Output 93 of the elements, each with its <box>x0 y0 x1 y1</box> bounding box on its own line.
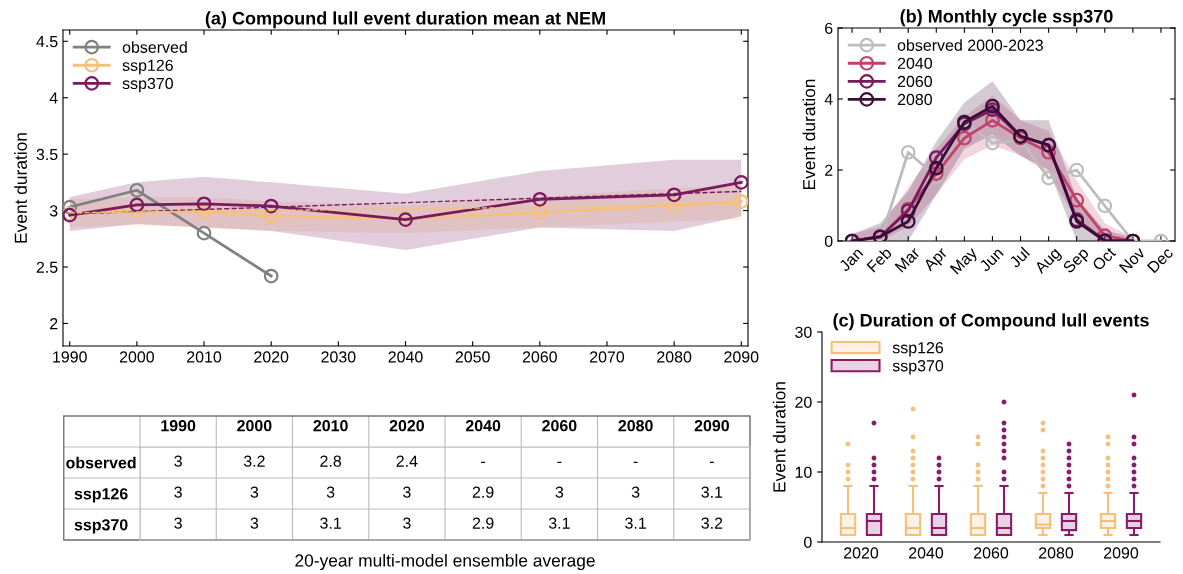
text: 3 <box>403 517 411 529</box>
x-tick-label: 2070 <box>590 351 625 363</box>
y-tick-label: 2.5 <box>36 261 58 273</box>
text: - <box>709 461 714 464</box>
x-tick-label: 2040 <box>465 420 501 432</box>
text: 3 <box>174 455 182 467</box>
y-axis-title: Event duration <box>772 382 786 492</box>
text: 3.1 <box>701 486 723 498</box>
y-tick-label: 3.5 <box>36 148 58 161</box>
x-tick-label: Oct <box>1091 246 1117 272</box>
x-tick-label: Jul <box>1008 246 1031 269</box>
y-tick-label: 20 <box>795 396 812 408</box>
text: 3.2 <box>701 517 723 529</box>
x-tick-label: 2080 <box>657 351 692 363</box>
text: 3 <box>174 486 182 498</box>
y-tick-label: 4.5 <box>36 36 58 48</box>
y-tick-label: 2 <box>50 318 58 330</box>
x-tick-label: 2020 <box>254 351 289 363</box>
x-tick-label: 2020 <box>844 547 879 559</box>
x-tick-label: 2000 <box>237 420 272 432</box>
text: - <box>633 461 638 464</box>
y-tick-label: 6 <box>825 22 833 34</box>
x-tick-label: Mar <box>894 246 921 273</box>
x-tick-label: Jun <box>978 247 1004 273</box>
x-tick-label: 2080 <box>1039 547 1074 559</box>
chart-title: (b) Monthly cycle ssp370 <box>900 9 1113 27</box>
chart-title: (c) Duration of Compound lull events <box>833 313 1149 331</box>
y-axis-title: Event duration <box>14 133 27 243</box>
legend-label: 2060 <box>897 75 932 88</box>
x-tick-label: Jan <box>838 247 864 273</box>
x-tick-label: Nov <box>1118 246 1146 274</box>
x-tick-label: Aug <box>1033 247 1064 277</box>
text: 2.8 <box>320 455 342 467</box>
text: 3.1 <box>548 517 570 529</box>
x-tick-label: Feb <box>866 246 893 273</box>
text: 3 <box>174 517 182 529</box>
text: 2.4 <box>396 455 418 467</box>
y-tick-label: 3 <box>49 205 58 217</box>
y-tick-label: observed <box>66 456 136 469</box>
x-tick-label: 2060 <box>522 351 557 363</box>
x-tick-label: 2040 <box>909 547 944 559</box>
x-tick-label: 2040 <box>388 351 423 363</box>
text: 3 <box>403 486 411 498</box>
x-axis-title: 20-year multi-model ensemble average <box>295 553 595 571</box>
x-tick-label: 2050 <box>455 351 490 363</box>
x-tick-label: 2080 <box>618 420 653 432</box>
x-tick-label: 1990 <box>161 420 196 432</box>
x-tick-label: 2090 <box>724 351 759 363</box>
legend-label: 2040 <box>897 57 932 69</box>
y-tick-label: 10 <box>795 466 812 478</box>
y-tick-label: ssp126 <box>74 488 128 503</box>
text: 3.1 <box>320 517 341 529</box>
y-tick-label: 30 <box>795 326 812 338</box>
x-tick-label: 2010 <box>313 420 348 432</box>
x-tick-label: May <box>949 246 981 277</box>
text: 3.1 <box>625 517 646 529</box>
x-tick-label: Sep <box>1062 246 1092 276</box>
x-tick-label: 2020 <box>389 420 424 432</box>
chart-title: (a) Compound lull event duration mean at NEM <box>205 11 605 29</box>
x-tick-label: 1990 <box>53 351 87 363</box>
text: 3 <box>250 517 259 529</box>
x-tick-label: Dec <box>1146 246 1174 274</box>
text: - <box>557 461 562 464</box>
x-tick-label: 2010 <box>187 351 222 363</box>
y-tick-label: 0 <box>804 536 812 548</box>
x-tick-label: Apr <box>922 246 951 274</box>
x-tick-label: 2000 <box>119 351 155 363</box>
legend-label: observed 2000-2023 <box>897 39 1043 51</box>
text: 2.9 <box>472 486 494 498</box>
text: - <box>481 461 486 464</box>
y-tick-label: ssp370 <box>74 519 128 534</box>
text: 3 <box>250 486 259 498</box>
y-tick-label: 2 <box>825 164 833 176</box>
y-axis-title: Event duration <box>802 79 816 190</box>
legend-label: ssp126 <box>122 59 173 75</box>
x-tick-label: 2060 <box>542 420 577 432</box>
legend-label: ssp370 <box>122 77 173 93</box>
x-tick-label: 2090 <box>1104 547 1139 559</box>
y-tick-label: 0 <box>824 235 833 247</box>
legend-label: ssp370 <box>892 360 944 375</box>
legend-label: 2080 <box>897 93 932 106</box>
text: 3 <box>631 486 640 498</box>
text: 2.9 <box>472 517 494 529</box>
y-tick-label: 4 <box>49 92 58 104</box>
legend-label: ssp126 <box>892 342 944 357</box>
x-tick-label: 2090 <box>694 420 729 432</box>
text: 3 <box>555 486 564 498</box>
legend-label: observed <box>122 41 187 53</box>
y-tick-label: 4 <box>824 93 833 105</box>
x-tick-label: 2060 <box>974 547 1009 559</box>
text: 3 <box>326 486 335 498</box>
x-tick-label: 2030 <box>321 351 356 363</box>
text: 3.2 <box>243 455 265 467</box>
